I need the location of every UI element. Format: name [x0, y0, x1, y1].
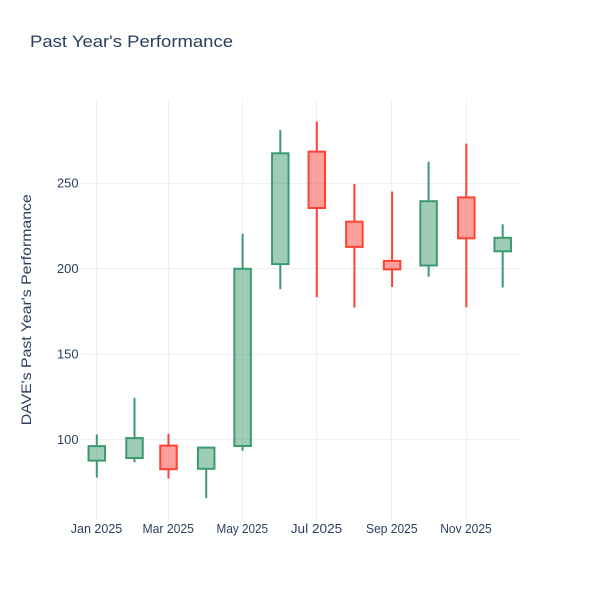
svg-text:Jan 2025: Jan 2025 [71, 522, 123, 536]
svg-text:DAVE's Past Year's Performance: DAVE's Past Year's Performance [18, 194, 34, 425]
svg-text:Past Year's Performance: Past Year's Performance [30, 32, 233, 51]
svg-text:150: 150 [57, 348, 79, 362]
svg-text:Sep 2025: Sep 2025 [366, 522, 418, 536]
svg-text:Mar 2025: Mar 2025 [142, 522, 194, 536]
svg-text:250: 250 [57, 177, 79, 191]
svg-text:Nov 2025: Nov 2025 [440, 522, 492, 536]
svg-text:May 2025: May 2025 [217, 522, 269, 536]
svg-text:100: 100 [57, 433, 79, 447]
svg-text:Jul 2025: Jul 2025 [291, 522, 343, 536]
svg-text:200: 200 [57, 262, 79, 276]
